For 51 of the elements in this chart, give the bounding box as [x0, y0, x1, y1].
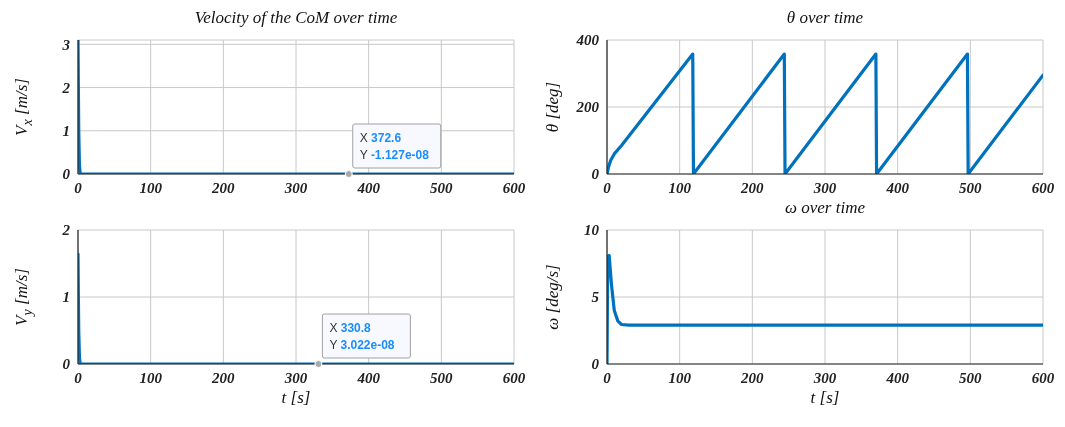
- x-tick-label: 400: [885, 369, 910, 386]
- y-axis-title: θ [deg]: [543, 81, 563, 133]
- y-tick-label: 0: [591, 166, 600, 183]
- y-tick-label: 400: [575, 32, 600, 49]
- y-tick-label: 0: [62, 356, 71, 373]
- x-tick-label: 0: [603, 179, 612, 196]
- y-tick-label: 1: [62, 123, 70, 140]
- y-tick-label: 2: [61, 222, 71, 239]
- x-tick-label: 300: [812, 369, 837, 386]
- x-tick-label: 600: [502, 179, 526, 196]
- x-tick-label: 500: [959, 369, 983, 386]
- x-tick-label: 600: [502, 369, 526, 386]
- x-tick-label: 0: [74, 369, 83, 386]
- x-tick-label: 200: [211, 369, 236, 386]
- annotation: X 372.6 Y -1.127e-08: [359, 131, 430, 162]
- x-axis-title: t [s]: [280, 388, 312, 409]
- y-tick-label: 2: [61, 79, 71, 96]
- y-tick-label: 200: [575, 99, 600, 116]
- y-tick-label: 0: [591, 356, 600, 373]
- x-axis-title: t [s]: [809, 388, 841, 409]
- x-tick-label: 400: [356, 369, 381, 386]
- line-series: [78, 40, 514, 174]
- x-tick-label: 100: [668, 179, 692, 196]
- x-tick-label: 100: [139, 179, 163, 196]
- x-tick-label: 600: [1031, 369, 1055, 386]
- x-tick-label: 400: [885, 179, 910, 196]
- x-tick-label: 200: [740, 179, 765, 196]
- x-tick-label: 500: [430, 179, 454, 196]
- x-tick-label: 300: [283, 179, 308, 196]
- x-tick-label: 500: [430, 369, 454, 386]
- chart-title: ω over time: [785, 198, 865, 217]
- chart-title: θ over time: [786, 8, 864, 27]
- y-tick-label: 3: [61, 36, 71, 53]
- x-tick-label: 200: [211, 179, 236, 196]
- x-tick-label: 0: [74, 179, 83, 196]
- x-tick-label: 200: [740, 369, 765, 386]
- y-tick-label: 1: [62, 289, 70, 306]
- x-tick-label: 500: [959, 179, 983, 196]
- annotation: X 330.8 Y 3.022e-08: [329, 321, 395, 352]
- y-axis-title: ω [deg/s]: [543, 264, 563, 330]
- x-tick-label: 100: [139, 369, 163, 386]
- y-tick-label: 5: [591, 289, 600, 306]
- x-tick-label: 400: [356, 179, 381, 196]
- chart-title: Velocity of the CoM over time: [194, 8, 398, 27]
- x-tick-label: 300: [812, 179, 837, 196]
- x-tick-label: 100: [668, 369, 692, 386]
- y-tick-label: 10: [584, 222, 600, 239]
- x-tick-label: 300: [283, 369, 308, 386]
- x-tick-label: 600: [1031, 179, 1055, 196]
- x-tick-label: 0: [603, 369, 612, 386]
- y-tick-label: 0: [62, 166, 71, 183]
